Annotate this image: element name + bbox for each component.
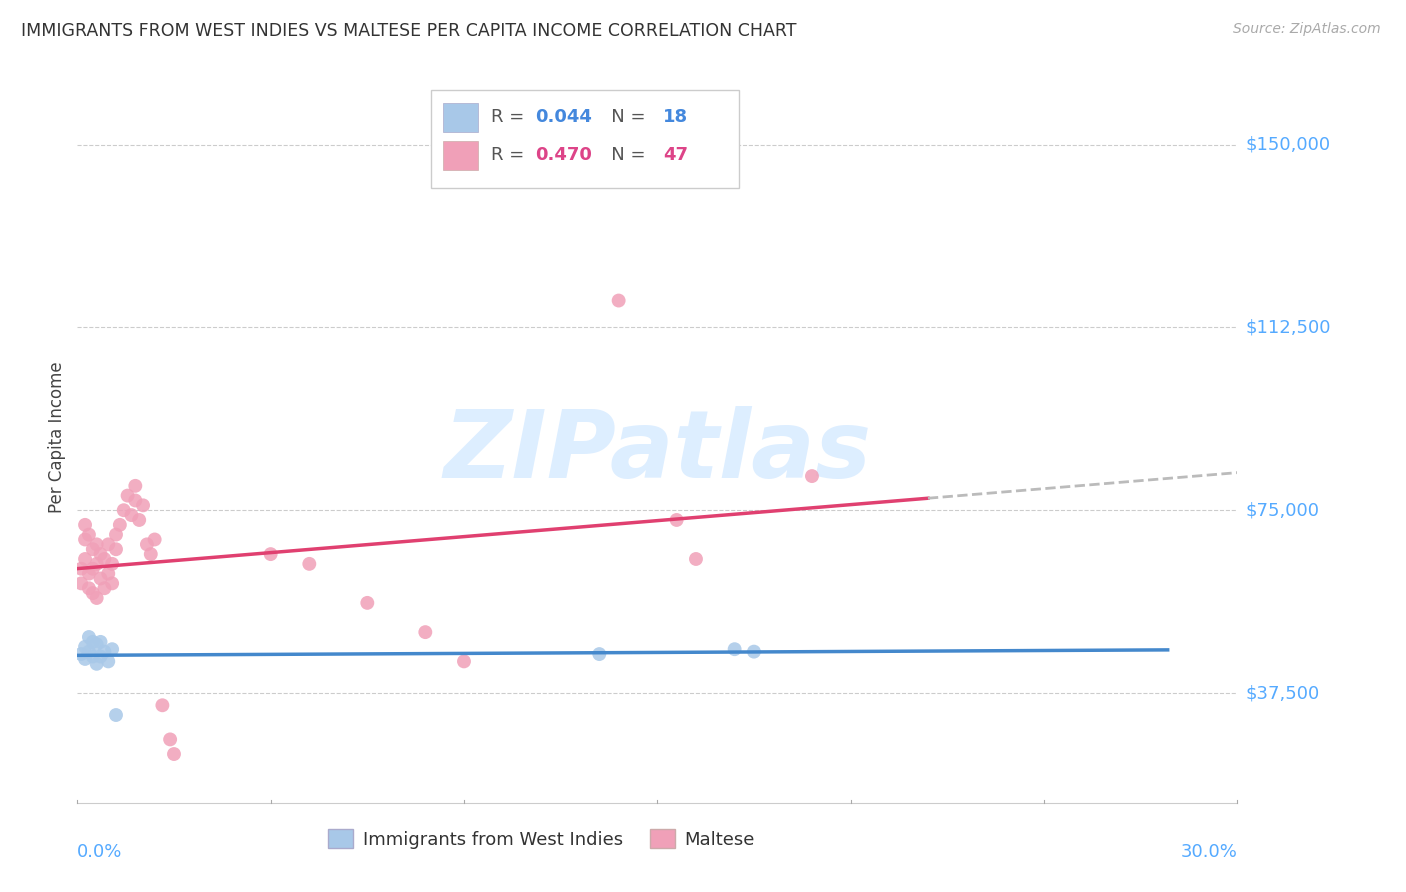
Point	[121, 508, 143, 522]
Text: 0.044: 0.044	[536, 109, 592, 127]
Point	[86, 591, 108, 605]
Y-axis label: Per Capita Income: Per Capita Income	[48, 361, 66, 513]
Point	[70, 576, 93, 591]
Point	[75, 533, 96, 547]
Point	[82, 542, 104, 557]
Point	[159, 732, 181, 747]
Legend: Immigrants from West Indies, Maltese: Immigrants from West Indies, Maltese	[321, 822, 762, 856]
Point	[724, 642, 747, 657]
Point	[298, 557, 321, 571]
Text: $37,500: $37,500	[1246, 684, 1320, 702]
Point	[82, 562, 104, 576]
Text: ZIPatlas: ZIPatlas	[443, 406, 872, 498]
Point	[86, 657, 108, 671]
Point	[665, 513, 688, 527]
Text: 0.470: 0.470	[536, 146, 592, 164]
Point	[742, 645, 765, 659]
FancyBboxPatch shape	[443, 141, 478, 170]
Point	[86, 557, 108, 571]
Point	[356, 596, 378, 610]
Point	[101, 642, 124, 657]
Point	[801, 469, 824, 483]
Point	[75, 517, 96, 532]
Text: 18: 18	[664, 109, 688, 127]
Text: R =: R =	[492, 146, 530, 164]
Point	[82, 649, 104, 664]
Point	[86, 537, 108, 551]
Point	[101, 557, 124, 571]
Point	[108, 517, 131, 532]
Point	[101, 576, 124, 591]
Text: 30.0%: 30.0%	[1181, 843, 1237, 861]
Point	[105, 527, 127, 541]
Text: Source: ZipAtlas.com: Source: ZipAtlas.com	[1233, 22, 1381, 37]
Point	[93, 645, 115, 659]
Point	[93, 552, 115, 566]
Point	[75, 652, 96, 666]
Point	[112, 503, 135, 517]
Point	[77, 645, 100, 659]
Point	[588, 647, 610, 661]
Text: N =: N =	[593, 109, 651, 127]
Point	[453, 654, 475, 668]
Point	[685, 552, 707, 566]
FancyBboxPatch shape	[443, 103, 478, 132]
Point	[97, 537, 120, 551]
Text: 47: 47	[664, 146, 688, 164]
Point	[90, 635, 111, 649]
Point	[77, 581, 100, 595]
Point	[90, 547, 111, 561]
Point	[117, 489, 139, 503]
Point	[93, 581, 115, 595]
Text: R =: R =	[492, 109, 530, 127]
FancyBboxPatch shape	[432, 90, 738, 188]
Text: $150,000: $150,000	[1246, 136, 1330, 153]
Point	[163, 747, 186, 761]
Point	[124, 479, 146, 493]
Point	[90, 649, 111, 664]
Point	[97, 566, 120, 581]
Point	[86, 637, 108, 651]
Point	[77, 527, 100, 541]
Point	[105, 708, 127, 723]
Point	[152, 698, 174, 713]
Text: N =: N =	[593, 146, 651, 164]
Text: $112,500: $112,500	[1246, 318, 1331, 336]
Point	[128, 513, 150, 527]
Point	[82, 635, 104, 649]
Point	[97, 654, 120, 668]
Text: $75,000: $75,000	[1246, 501, 1320, 519]
Point	[260, 547, 283, 561]
Point	[77, 566, 100, 581]
Point	[82, 586, 104, 600]
Point	[139, 547, 162, 561]
Point	[124, 493, 146, 508]
Point	[70, 647, 93, 661]
Point	[77, 630, 100, 644]
Point	[132, 499, 155, 513]
Point	[105, 542, 127, 557]
Point	[75, 552, 96, 566]
Text: IMMIGRANTS FROM WEST INDIES VS MALTESE PER CAPITA INCOME CORRELATION CHART: IMMIGRANTS FROM WEST INDIES VS MALTESE P…	[21, 22, 797, 40]
Point	[607, 293, 630, 308]
Text: 0.0%: 0.0%	[77, 843, 122, 861]
Point	[70, 562, 93, 576]
Point	[136, 537, 159, 551]
Point	[75, 640, 96, 654]
Point	[90, 572, 111, 586]
Point	[413, 625, 436, 640]
Point	[143, 533, 166, 547]
